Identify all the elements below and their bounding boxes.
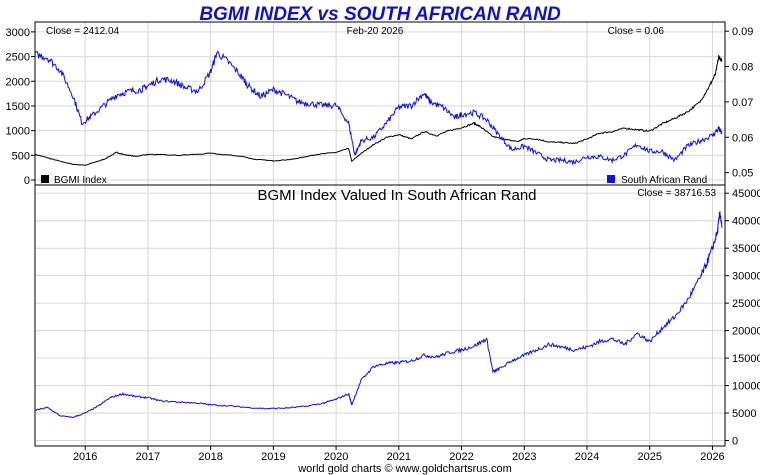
top-panel-frame xyxy=(34,21,726,186)
x-tick-label: 2019 xyxy=(261,451,285,463)
bottom-right-tick-label: 25000 xyxy=(732,298,760,310)
bottom-right-tick-label: 5000 xyxy=(732,408,756,420)
x-tick-label: 2017 xyxy=(136,451,160,463)
bottom-right-tick-label: 40000 xyxy=(732,216,760,228)
x-tick-label: 2016 xyxy=(73,451,97,463)
bottom-right-axis: 0 5000 10000 15000 20000 25000 30000 35000 40000… xyxy=(725,188,760,448)
x-tick-label: 2018 xyxy=(198,451,222,463)
left-tick-label: 2000 xyxy=(6,76,30,88)
right-tick-label: 0.06 xyxy=(732,132,753,144)
bottom-right-tick-label: 45000 xyxy=(732,188,760,200)
x-tick-label: 2023 xyxy=(512,451,536,463)
left-tick-label: 1500 xyxy=(6,101,30,113)
bottom-panel-frame xyxy=(34,184,726,447)
x-tick-label: 2021 xyxy=(387,451,411,463)
left-tick-label: 3000 xyxy=(6,27,30,39)
bottom-series-line xyxy=(34,211,723,419)
x-tick-label: 2022 xyxy=(449,451,473,463)
legend-bgmi-label: BGMI Index xyxy=(54,175,107,186)
x-tick-label: 2024 xyxy=(575,451,599,463)
right-tick-label: 0.05 xyxy=(732,168,753,180)
footer-credit: world gold charts © www.goldchartsrus.co… xyxy=(297,463,512,475)
x-axis: 2016 2017 2018 2019 2020 2021 2022 2023 2024 2025… xyxy=(73,446,725,463)
bottom-panel-grid xyxy=(35,185,725,446)
right-tick-label: 0.09 xyxy=(732,26,753,38)
x-tick-label: 2025 xyxy=(637,451,661,463)
bottom-right-tick-label: 35000 xyxy=(732,243,760,255)
legend-bgmi-swatch xyxy=(41,175,49,183)
left-tick-label: 1000 xyxy=(6,126,30,138)
top-right-close-label: Close = 0.06 xyxy=(608,26,665,37)
top-left-axis: 0 500 1000 1500 2000 2500 3000 xyxy=(6,27,35,187)
left-tick-label: 0 xyxy=(24,175,30,187)
right-tick-label: 0.08 xyxy=(732,62,753,74)
bottom-close-label: Close = 38716.53 xyxy=(637,188,716,199)
right-tick-label: 0.07 xyxy=(732,97,753,109)
x-tick-label: 2020 xyxy=(324,451,348,463)
bottom-right-tick-label: 20000 xyxy=(732,326,760,338)
bottom-right-tick-label: 0 xyxy=(732,436,738,448)
top-panel-grid xyxy=(35,22,725,185)
south-african-rand-line xyxy=(34,50,723,166)
x-tick-label: 2026 xyxy=(700,451,724,463)
left-tick-label: 500 xyxy=(12,150,30,162)
bottom-right-tick-label: 15000 xyxy=(732,353,760,365)
legend-rand-label: South African Rand xyxy=(621,175,707,186)
top-right-axis: 0.05 0.06 0.07 0.08 0.09 xyxy=(725,26,753,180)
legend-rand-swatch xyxy=(607,175,615,183)
left-tick-label: 2500 xyxy=(6,52,30,64)
bottom-right-tick-label: 30000 xyxy=(732,271,760,283)
bottom-panel-title: BGMI Index Valued In South African Rand xyxy=(257,187,536,204)
date-label: Feb-20 2026 xyxy=(347,26,404,37)
chart-title: BGMI INDEX vs SOUTH AFRICAN RAND xyxy=(199,4,561,25)
bottom-right-tick-label: 10000 xyxy=(732,381,760,393)
top-series-lines xyxy=(34,50,723,166)
bgmi-index-line xyxy=(34,54,723,166)
bgmi-in-rand-line xyxy=(34,211,723,419)
top-left-close-label: Close = 2412.04 xyxy=(46,26,120,37)
